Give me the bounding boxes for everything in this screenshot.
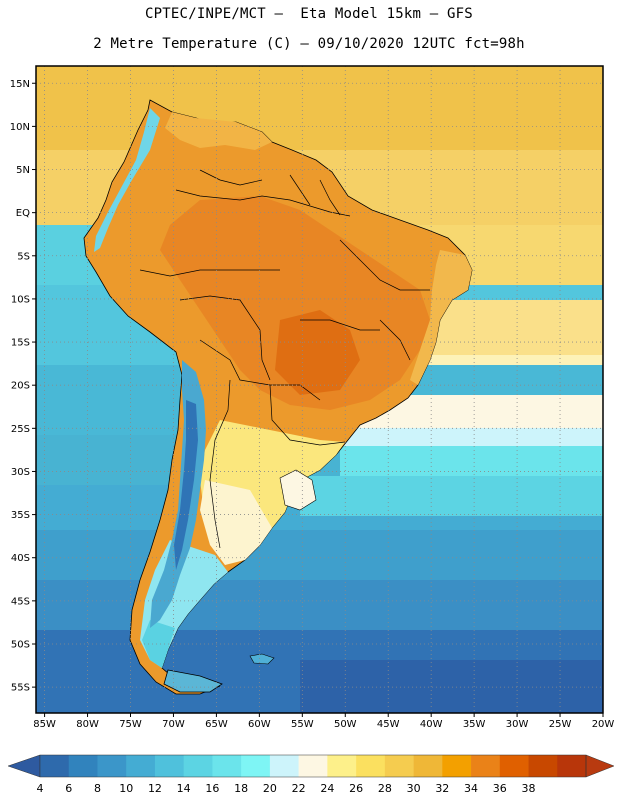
colorbar-label: 6	[65, 782, 72, 795]
colorbar-swatch	[212, 755, 242, 777]
lat-label: 5N	[16, 165, 30, 176]
colorbar-swatch	[298, 755, 328, 777]
colorbar-swatch	[528, 755, 558, 777]
lat-lon-grid	[36, 66, 604, 713]
colorbar-swatch	[557, 755, 587, 777]
colorbar-swatch	[97, 755, 127, 777]
colorbar-swatch	[442, 755, 472, 777]
lon-label: 65W	[205, 719, 228, 730]
country-borders	[139, 169, 430, 549]
lon-label: 20W	[592, 719, 615, 730]
lon-label: 60W	[248, 719, 271, 730]
colorbar-swatch	[126, 755, 156, 777]
colorbar-outline	[39, 754, 587, 778]
colorbar-label: 4	[37, 782, 44, 795]
lat-label: 10S	[11, 294, 30, 305]
lat-label: EQ	[16, 208, 30, 219]
colorbar-swatch	[154, 755, 184, 777]
lon-label: 70W	[162, 719, 185, 730]
lat-label: 35S	[11, 510, 30, 521]
colorbar-label: 28	[378, 782, 392, 795]
latitude-labels: 15N 10N 5N EQ 5S 10S 15S 20S 25S 30S 35S 40S 45S 50S 5…	[10, 79, 36, 694]
south-america-land	[83, 99, 473, 695]
lat-label: 25S	[11, 424, 30, 435]
colorbar-label: 24	[320, 782, 334, 795]
lon-label: 35W	[463, 719, 486, 730]
map-area	[36, 66, 603, 713]
lat-label: 45S	[11, 596, 30, 607]
colorbar-label: 34	[464, 782, 478, 795]
colorbar-label: 36	[493, 782, 507, 795]
lat-label: 40S	[11, 553, 30, 564]
colorbar-swatch	[356, 755, 386, 777]
colorbar-swatch	[413, 755, 443, 777]
lat-label: 15N	[10, 79, 30, 90]
colorbar-label: 18	[234, 782, 248, 795]
colorbar-swatch	[241, 755, 271, 777]
colorbar-swatch	[269, 755, 299, 777]
lon-label: 45W	[377, 719, 400, 730]
colorbar-label: 10	[119, 782, 133, 795]
colorbar-swatch	[327, 755, 357, 777]
lat-label: 5S	[17, 251, 30, 262]
lon-label: 30W	[506, 719, 529, 730]
lon-label: 85W	[33, 719, 56, 730]
lon-label: 50W	[334, 719, 357, 730]
colorbar-label: 20	[263, 782, 277, 795]
lon-label: 25W	[549, 719, 572, 730]
colorbar-label: 14	[177, 782, 191, 795]
longitude-labels: 85W 80W 75W 70W 65W 60W 55W 50W 45W 40W 35W 30W 25W 2…	[33, 713, 614, 730]
colorbar-label: 16	[205, 782, 219, 795]
lat-label: 15S	[11, 338, 30, 349]
colorbar-swatch	[40, 755, 70, 777]
lat-label: 10N	[10, 122, 30, 133]
lon-label: 75W	[119, 719, 142, 730]
lon-label: 80W	[76, 719, 99, 730]
colorbar-label: 26	[349, 782, 363, 795]
lon-label: 55W	[291, 719, 314, 730]
title-line-2: 2 Metre Temperature (C) – 09/10/2020 12U…	[93, 36, 525, 52]
lat-label: 20S	[11, 381, 30, 392]
colorbar-left-arrow	[7, 754, 41, 778]
colorbar-label: 12	[148, 782, 162, 795]
colorbar-swatch	[183, 755, 213, 777]
colorbar-swatch	[384, 755, 414, 777]
colorbar-swatch	[499, 755, 529, 777]
title-line-1: CPTEC/INPE/MCT – Eta Model 15km – GFS	[145, 6, 473, 22]
colorbar-label: 30	[407, 782, 421, 795]
lat-label: 50S	[11, 639, 30, 650]
colorbar-label: 8	[94, 782, 101, 795]
colorbar-swatch	[68, 755, 98, 777]
colorbar-label: 32	[435, 782, 449, 795]
colorbar-right-arrow	[585, 754, 615, 778]
colorbar-label: 22	[292, 782, 306, 795]
lat-label: 30S	[11, 467, 30, 478]
map-frame	[35, 65, 604, 714]
colorbar-swatch	[471, 755, 501, 777]
colorbar-label: 38	[522, 782, 536, 795]
colorbar: 4 6 8 10 12 14 16 18 20 22 24 26 28 30 32 34 36 38	[7, 754, 615, 795]
lat-label: 55S	[11, 683, 30, 694]
lon-label: 40W	[420, 719, 443, 730]
